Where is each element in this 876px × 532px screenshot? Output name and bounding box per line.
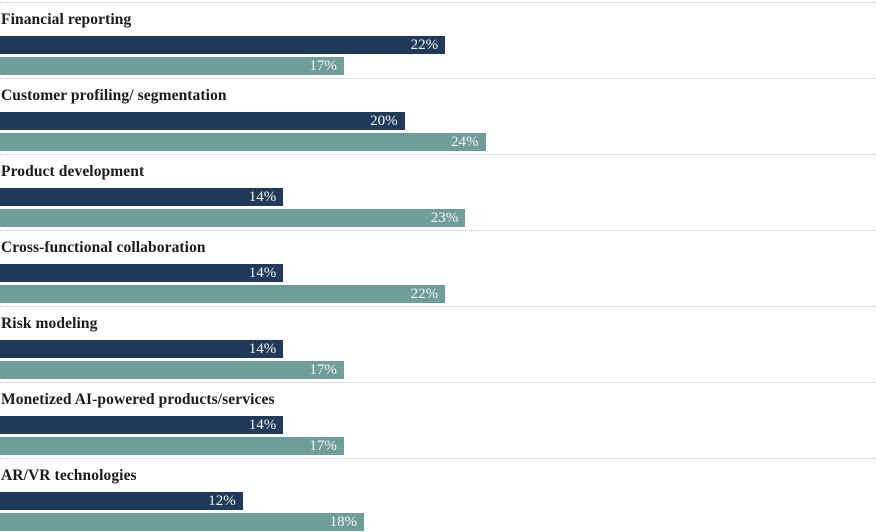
bar-series-teal: 17% <box>0 361 344 379</box>
bar-value-label: 12% <box>208 493 236 509</box>
bar-series-teal: 23% <box>0 209 466 227</box>
bar-value-label: 14% <box>248 341 277 357</box>
category-row: Cross-functional collaboration 14% 22% <box>0 230 876 306</box>
bar-series-teal: 22% <box>0 285 446 303</box>
category-label: Monetized AI-powered products/services <box>1 391 275 408</box>
category-label: Financial reporting <box>1 11 132 28</box>
bar-series-navy: 14% <box>0 340 284 358</box>
bar-value-label: 14% <box>248 265 277 281</box>
category-row: Customer profiling/ segmentation 20% 24% <box>0 78 876 154</box>
bar-value-label: 17% <box>309 362 337 378</box>
bar-value-label: 22% <box>410 37 439 53</box>
bar-series-teal: 17% <box>0 57 344 75</box>
bar-series-teal: 24% <box>0 133 486 151</box>
bar-value-label: 14% <box>248 417 277 433</box>
category-row: Monetized AI-powered products/services 1… <box>0 382 876 458</box>
category-row: Product development 14% 23% <box>0 154 876 230</box>
category-row: Financial reporting 22% 17% <box>0 2 876 78</box>
bar-series-navy: 14% <box>0 416 284 434</box>
category-label: Cross-functional collaboration <box>1 239 206 256</box>
category-label: Customer profiling/ segmentation <box>1 87 227 104</box>
bar-series-teal: 18% <box>0 513 365 531</box>
category-label: AR/VR technologies <box>1 467 137 484</box>
bar-value-label: 22% <box>410 286 439 302</box>
category-label: Risk modeling <box>1 315 98 332</box>
bar-series-navy: 14% <box>0 188 284 206</box>
bar-series-navy: 20% <box>0 112 405 130</box>
bar-series-navy: 14% <box>0 264 284 282</box>
bar-series-navy: 12% <box>0 492 243 510</box>
bar-value-label: 20% <box>370 113 398 129</box>
category-row: Risk modeling 14% 17% <box>0 306 876 382</box>
bar-value-label: 14% <box>248 189 277 205</box>
bar-value-label: 18% <box>329 514 358 530</box>
bar-value-label: 24% <box>451 134 479 150</box>
category-row: AR/VR technologies 12% 18% <box>0 458 876 532</box>
bar-value-label: 17% <box>309 58 337 74</box>
bar-series-navy: 22% <box>0 36 446 54</box>
bar-value-label: 23% <box>430 210 459 226</box>
bar-value-label: 17% <box>309 438 337 454</box>
category-label: Product development <box>1 163 145 180</box>
bar-series-teal: 17% <box>0 437 344 455</box>
